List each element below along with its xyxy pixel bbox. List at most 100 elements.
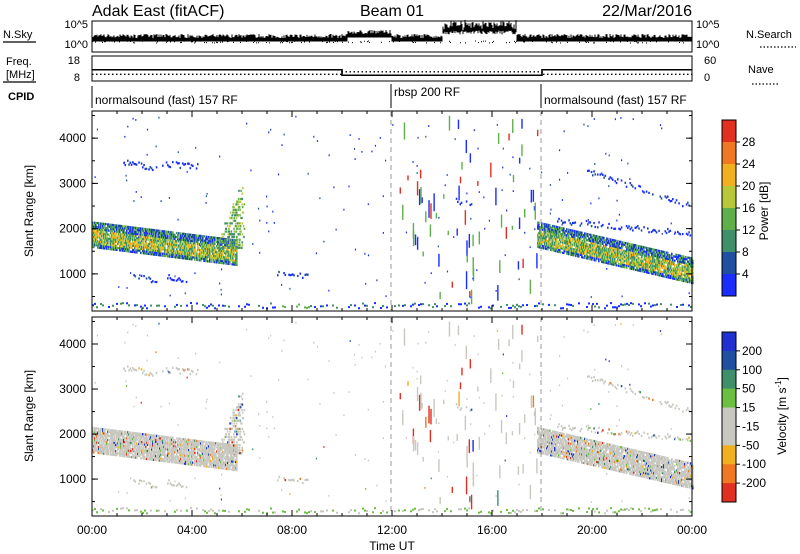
- power-echo-cell: [385, 295, 387, 298]
- power-echo-cell: [142, 233, 144, 236]
- power-echo-cell: [630, 255, 632, 258]
- power-echo-cell: [628, 242, 630, 245]
- power-echo-cell: [145, 244, 147, 247]
- power-echo-cell: [203, 235, 205, 238]
- power-echo-cell: [154, 231, 156, 234]
- velocity-echo-cell: [95, 443, 97, 446]
- power-echo-cell: [97, 226, 99, 229]
- power-echo-cell: [101, 244, 103, 248]
- power-echo-cell: [683, 277, 685, 281]
- power-echo-cell: [120, 241, 122, 244]
- power-echo-cell: [226, 240, 228, 243]
- power-echo-cell: [231, 253, 233, 256]
- power-echo-cell: [191, 248, 193, 251]
- power-echo-cell: [566, 303, 568, 306]
- power-echo-cell: [566, 240, 568, 243]
- power-echo-cell: [584, 240, 586, 243]
- power-echo-cell: [204, 247, 206, 250]
- power-echo-cell: [159, 254, 161, 257]
- power-echo-cell: [563, 231, 565, 234]
- power-echo-cell: [653, 254, 655, 257]
- power-echo-cell: [112, 230, 114, 233]
- power-echo-cell: [126, 248, 128, 251]
- velocity-echo-cell: [162, 459, 164, 463]
- power-echo-cell: [221, 253, 223, 256]
- power-echo-cell: [478, 191, 480, 193]
- power-echo-cell: [217, 243, 219, 246]
- power-echo-cell: [155, 251, 157, 254]
- power-echo-cell: [186, 257, 188, 260]
- power-echo-cell: [650, 230, 653, 234]
- power-echo-cell: [539, 230, 541, 233]
- power-echo-cell: [538, 244, 540, 247]
- power-echo-cell: [672, 269, 674, 272]
- power-echo-cell: [638, 251, 640, 254]
- power-echo-cell: [600, 236, 602, 239]
- power-echo-cell: [543, 232, 545, 236]
- velocity-echo-cell: [97, 437, 99, 440]
- velocity-echo-cell: [137, 448, 139, 451]
- power-echo-cell: [653, 264, 655, 267]
- velocity-echo-cell: [129, 439, 131, 442]
- velocity-echo-cell: [130, 437, 132, 440]
- power-echo-cell: [125, 239, 127, 242]
- power-echo-cell: [683, 255, 685, 258]
- power-echo-cell: [189, 167, 192, 170]
- power-echo-cell: [158, 245, 160, 249]
- power-echo-cell: [656, 265, 658, 268]
- power-echo-cell: [214, 236, 216, 239]
- velocity-echo-cell: [145, 443, 147, 446]
- power-echo-cell: [189, 257, 191, 261]
- power-echo-cell: [243, 203, 246, 206]
- power-echo-cell: [134, 234, 136, 237]
- power-echo-cell: [157, 249, 159, 253]
- power-echo-cell: [603, 249, 605, 252]
- power-echo-cell: [561, 223, 563, 226]
- power-echo-cell: [605, 243, 607, 246]
- velocity-echo-cell: [183, 444, 185, 447]
- colorbar-tick-label: 8: [742, 245, 749, 259]
- power-echo-cell: [576, 252, 578, 256]
- velocity-echo-cell: [144, 439, 146, 442]
- power-echo-cell: [605, 239, 607, 242]
- velocity-echo-cell: [175, 459, 177, 462]
- power-echo-cell: [590, 246, 592, 249]
- power-echo-cell: [210, 248, 212, 251]
- velocity-echo-cell: [116, 435, 118, 439]
- power-echo-cell: [537, 239, 539, 242]
- velocity-echo-cell: [116, 437, 118, 441]
- power-echo-cell: [686, 268, 688, 271]
- velocity-echo-cell: [148, 439, 150, 443]
- velocity-echo-cell: [140, 432, 142, 436]
- velocity-echo-cell: [155, 456, 157, 460]
- power-echo-cell: [137, 247, 139, 250]
- power-echo-cell: [648, 247, 650, 250]
- power-echo-cell: [690, 269, 692, 272]
- velocity-echo-cell: [96, 431, 98, 434]
- power-echo-cell: [224, 260, 226, 263]
- power-echo-cell: [150, 230, 152, 233]
- power-echo-cell: [198, 238, 200, 241]
- power-echo-cell: [158, 237, 160, 240]
- velocity-echo-cell: [178, 449, 180, 452]
- velocity-echo-cell: [125, 453, 127, 456]
- power-echo-cell: [580, 235, 582, 238]
- power-echo-cell: [548, 232, 550, 235]
- power-echo-cell: [456, 228, 458, 236]
- power-echo-cell: [583, 242, 585, 245]
- velocity-echo-cell: [145, 441, 147, 444]
- power-echo-cell: [643, 226, 645, 229]
- power-echo-cell: [177, 218, 179, 221]
- velocity-echo-cell: [164, 447, 166, 451]
- power-echo-cell: [122, 243, 124, 246]
- power-echo-cell: [559, 242, 561, 246]
- power-echo-cell: [141, 245, 143, 249]
- power-echo-cell: [187, 247, 189, 250]
- power-echo-cell: [123, 249, 125, 252]
- power-echo-cell: [194, 256, 196, 259]
- power-echo-cell: [135, 228, 137, 232]
- power-echo-cell: [641, 251, 643, 255]
- power-echo-cell: [200, 259, 202, 262]
- power-echo-cell: [208, 248, 210, 251]
- velocity-echo-cell: [129, 449, 131, 452]
